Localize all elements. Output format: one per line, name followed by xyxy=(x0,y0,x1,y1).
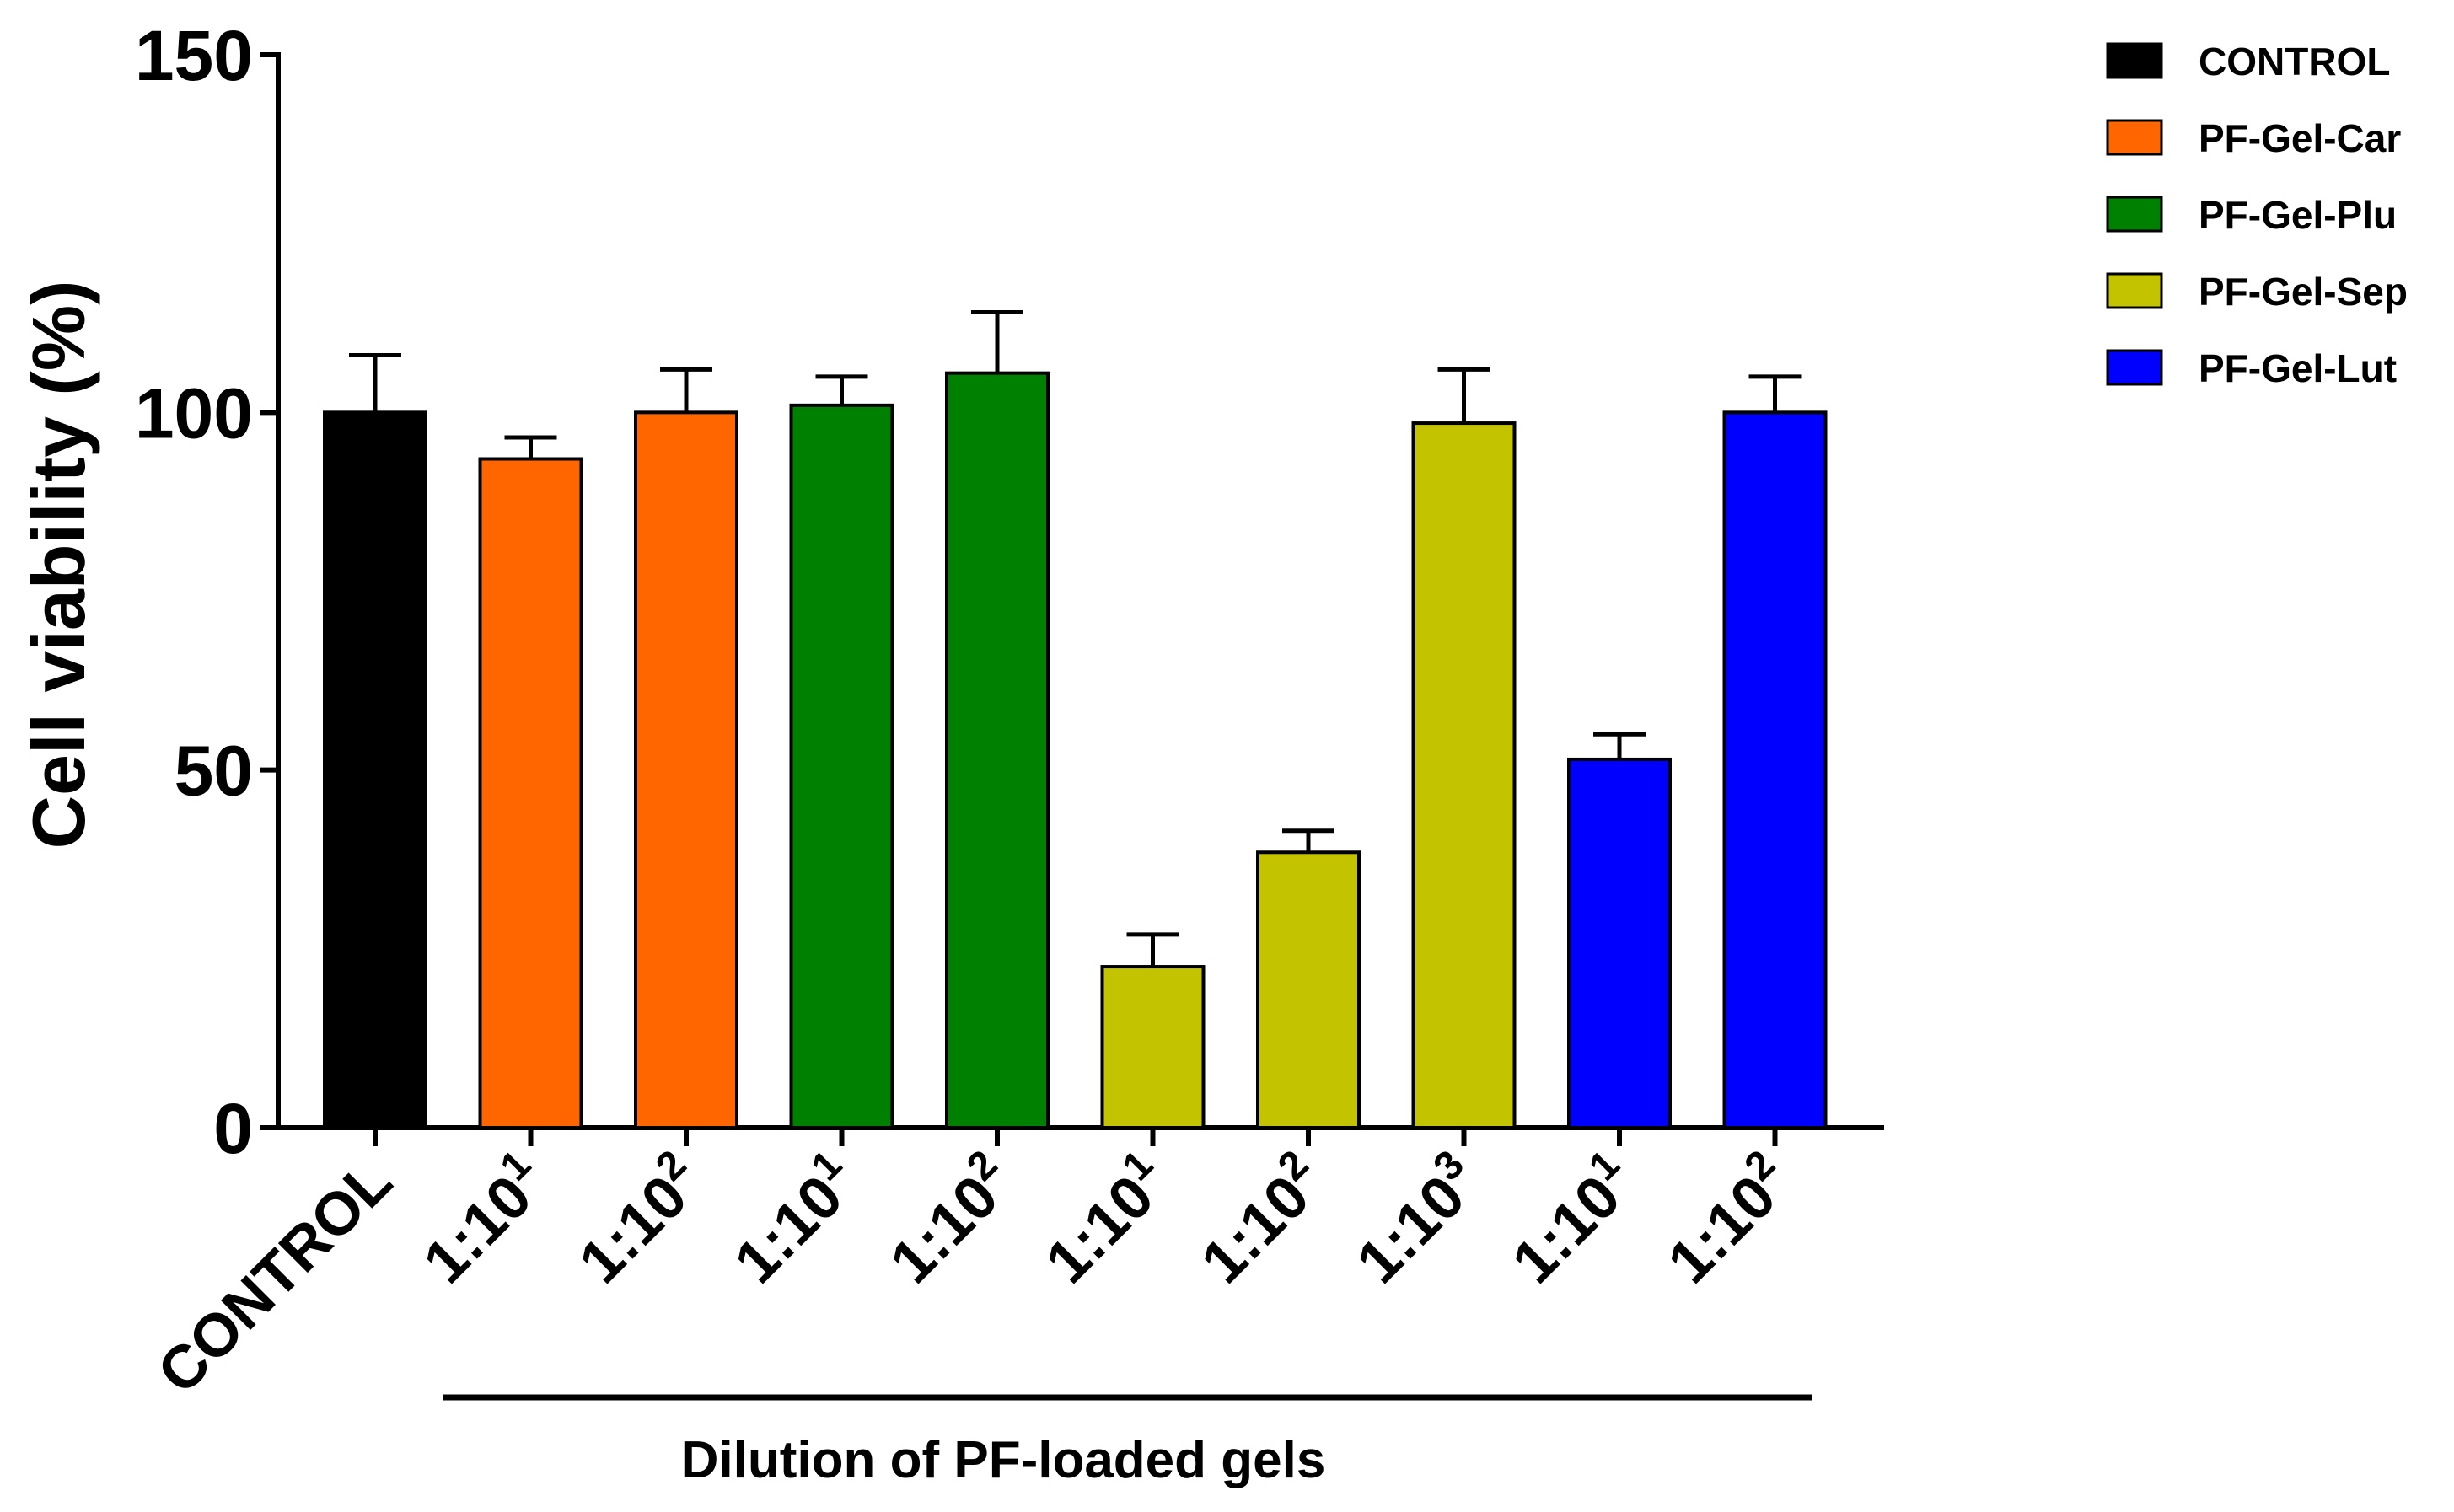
bar xyxy=(1100,965,1206,1130)
bar xyxy=(945,371,1050,1129)
legend: CONTROL PF-Gel-Car PF-Gel-Plu PF-Gel-Sep PF-… xyxy=(2106,40,2408,390)
bar xyxy=(323,410,427,1130)
bar xyxy=(634,410,738,1130)
legend-swatch xyxy=(2106,272,2163,309)
y-tick-label: 50 xyxy=(175,732,253,811)
category-labels: CONTROL 1:101 1:102 1:101 1:102 1:101 1:102 1:1… xyxy=(145,1142,1805,1407)
x-tick-label: 1:101 xyxy=(1028,1142,1183,1296)
x-tick-label: 1:101 xyxy=(717,1142,872,1296)
x-axis-label: Dilution of PF-loaded gels xyxy=(681,1431,1326,1489)
bar xyxy=(789,403,894,1129)
legend-swatch xyxy=(2106,349,2163,386)
bar xyxy=(1567,757,1672,1129)
x-tick-label: 1:102 xyxy=(873,1142,1027,1296)
x-tick-label: 1:102 xyxy=(561,1142,716,1296)
x-tick-label: 1:101 xyxy=(406,1142,561,1296)
legend-swatch xyxy=(2106,119,2163,156)
bar xyxy=(1722,410,1828,1130)
x-tick-label: 1:102 xyxy=(1184,1142,1338,1296)
bar xyxy=(1256,850,1361,1129)
legend-label: PF-Gel-Plu xyxy=(2199,193,2397,237)
bar xyxy=(478,457,583,1129)
legend-label: CONTROL xyxy=(2199,40,2390,83)
x-tick-label: 1:102 xyxy=(1651,1142,1805,1296)
legend-label: PF-Gel-Car xyxy=(2199,116,2401,160)
x-tick-label: CONTROL xyxy=(145,1147,405,1407)
legend-label: PF-Gel-Sep xyxy=(2199,270,2408,314)
bars xyxy=(323,310,1828,1130)
y-axis-label: Cell viability (%) xyxy=(17,281,100,850)
bar xyxy=(1411,421,1517,1129)
y-tick-label: 150 xyxy=(135,16,253,95)
legend-label: PF-Gel-Lut xyxy=(2199,346,2397,390)
legend-swatch xyxy=(2106,42,2163,79)
y-tick-label: 100 xyxy=(135,373,253,453)
legend-swatch xyxy=(2106,196,2163,233)
x-tick-label: 1:101 xyxy=(1495,1142,1649,1296)
x-tick-label: 1:103 xyxy=(1340,1142,1494,1296)
y-tick-label: 0 xyxy=(213,1089,253,1168)
